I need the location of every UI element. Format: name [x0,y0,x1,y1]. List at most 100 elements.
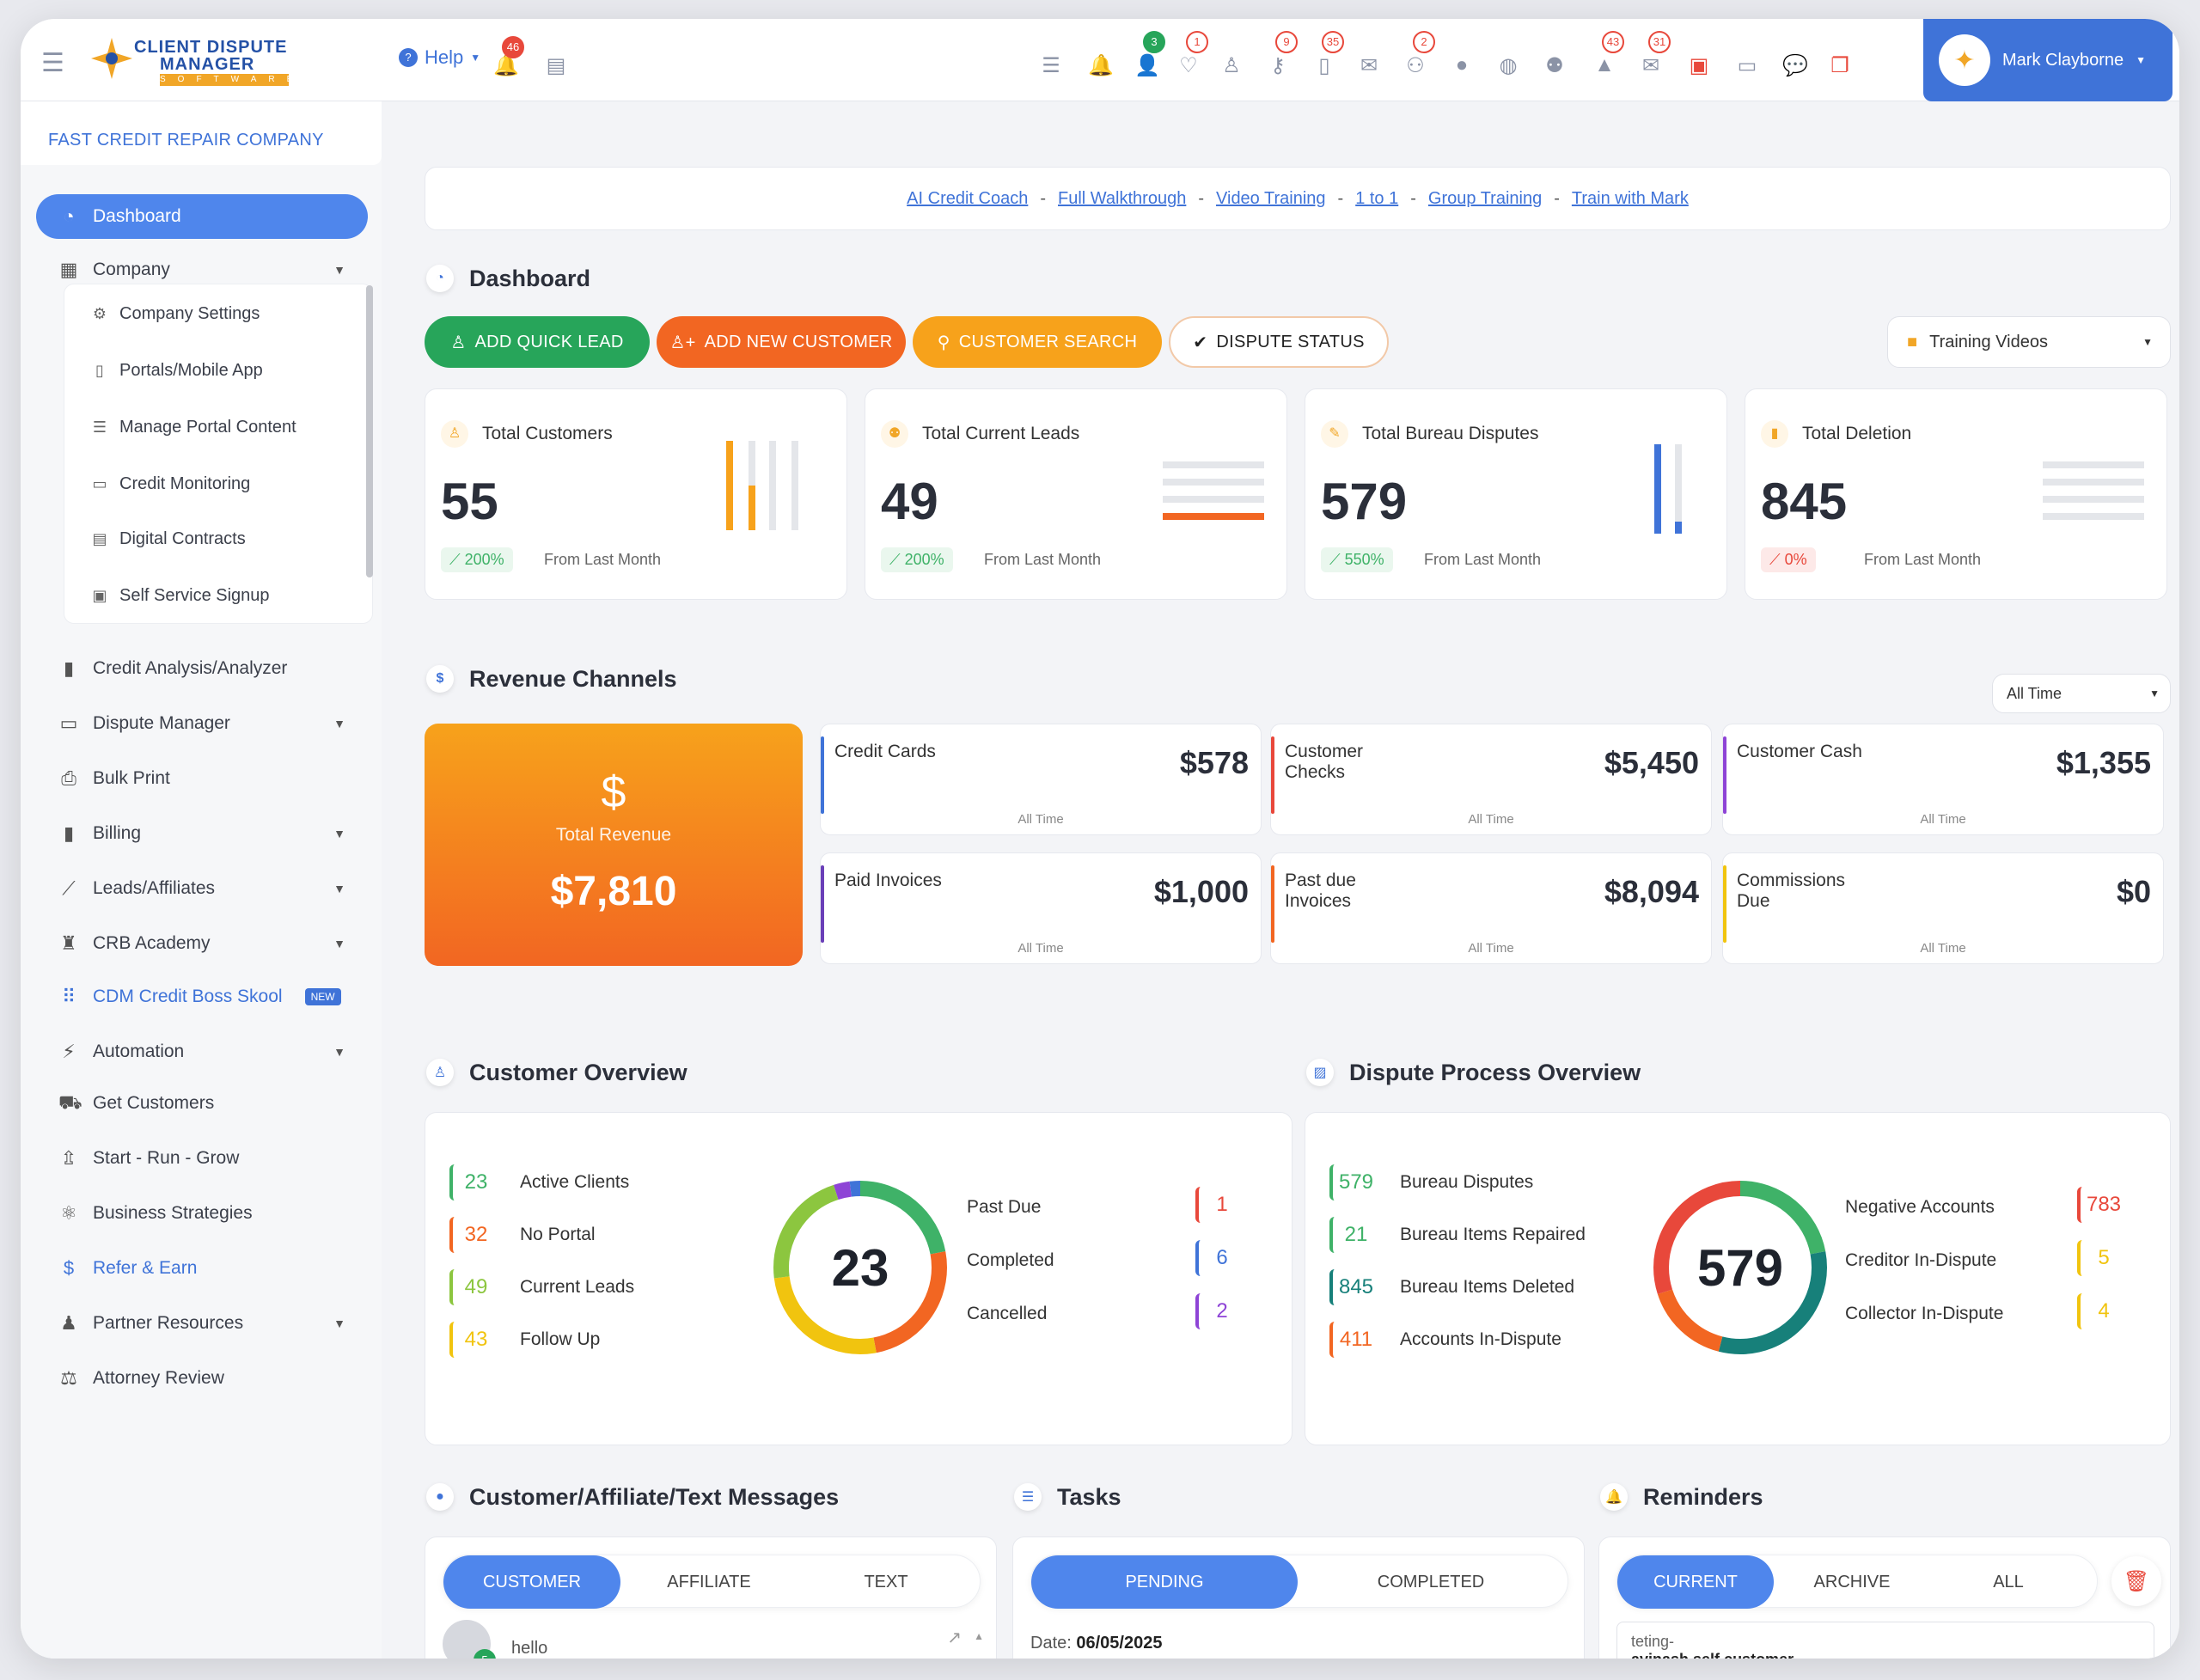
button-label: ADD QUICK LEAD [474,332,624,351]
revenue-card[interactable]: Credit Cards $578 All Time [820,724,1262,835]
revenue-card[interactable]: Customer Checks $5,450 All Time [1270,724,1712,835]
sidebar-item-dashboard[interactable]: ◔ Dashboard [36,194,368,239]
overview-label: No Portal [520,1225,596,1244]
sidebar-item-automation[interactable]: ⚡ Automation ▼ [36,1029,368,1074]
overview-right-count[interactable]: 6 [1195,1240,1245,1276]
mail-icon[interactable]: ✉ [1360,54,1378,77]
link-full-walkthrough[interactable]: Full Walkthrough [1058,188,1187,208]
sidebar-item-partner-resources[interactable]: ♟ Partner Resources ▼ [36,1301,368,1346]
revenue-period-select[interactable]: All Time ▼ [1992,674,2171,713]
revenue-card[interactable]: Commissions Due $0 All Time [1722,852,2164,964]
training-videos-select[interactable]: ■ Training Videos ▼ [1887,316,2171,368]
delete-button[interactable]: 🗑 [2111,1556,2161,1606]
document-icon[interactable]: ▯ [1318,54,1330,77]
sidebar-item-leads[interactable]: ⟋ Leads/Affiliates ▼ [36,866,368,911]
overview-right-count[interactable]: 5 [2077,1240,2127,1276]
tab-pending[interactable]: PENDING [1031,1555,1298,1609]
envelope-open-icon[interactable]: ✉ [1641,54,1660,77]
add-new-customer-button[interactable]: ♙+ ADD NEW CUSTOMER [657,316,906,368]
submenu-item-portal-content[interactable]: ☰ Manage Portal Content [90,410,296,444]
revenue-card-name: Past due Invoices [1285,871,1356,911]
group-icon[interactable]: ⚉ [1545,54,1564,77]
chat-icon[interactable]: 💬 [1782,54,1808,77]
person-icon[interactable]: ♙ [1222,54,1241,77]
message-preview[interactable]: hello [511,1639,548,1658]
overview-right-count[interactable]: 4 [2077,1293,2127,1329]
tab-current[interactable]: CURRENT [1617,1555,1774,1609]
scroll-up-icon[interactable]: ▲ [974,1630,984,1642]
user-menu[interactable]: ✦ Mark Clayborne ▼ [1923,19,2172,101]
submenu-item-company-settings[interactable]: ⚙ Company Settings [90,296,260,331]
org-chart-icon[interactable]: ⚇ [1406,54,1425,77]
sidebar-item-bulk-print[interactable]: ⎙ Bulk Print [36,756,368,801]
overview-row[interactable]: 49 Current Leads [449,1269,634,1305]
tab-archive[interactable]: ARCHIVE [1813,1572,1891,1591]
sidebar-item-start-run-grow[interactable]: ⇫ Start - Run - Grow [36,1136,368,1181]
copy-icon[interactable]: ❐ [1830,54,1849,77]
overview-right-count[interactable]: 1 [1195,1187,1245,1223]
revenue-card[interactable]: Paid Invoices $1,000 All Time [820,852,1262,964]
dollar-icon[interactable]: ● [1455,53,1469,76]
help-menu[interactable]: ? Help ▼ [399,46,480,69]
overview-row[interactable]: 21 Bureau Items Repaired [1329,1217,1586,1253]
link-ai-credit-coach[interactable]: AI Credit Coach [907,188,1029,208]
overview-row[interactable]: 23 Active Clients [449,1164,629,1200]
sidebar-item-company[interactable]: ▦ Company ▼ [36,247,368,292]
app-logo[interactable]: CLIENT DISPUTE MANAGER SOFTWARE [82,31,315,91]
link-group-training[interactable]: Group Training [1427,188,1543,208]
key-icon[interactable]: ⚷ [1270,54,1286,77]
stat-card-total-deletion[interactable]: ▮ Total Deletion 845 ⟋ 0% From Last Mont… [1745,388,2167,600]
users-icon[interactable]: 👤 [1134,54,1160,77]
alert-icon[interactable]: ▲ [1594,53,1615,76]
sidebar-item-boss-skool[interactable]: ⠿ CDM Credit Boss Skool NEW [36,974,368,1019]
customer-search-button[interactable]: ⚲ CUSTOMER SEARCH [913,316,1162,368]
link-one-to-one[interactable]: 1 to 1 [1355,188,1399,208]
overview-right-count[interactable]: 783 [2077,1187,2127,1223]
submenu-item-digital-contracts[interactable]: ▤ Digital Contracts [90,522,245,556]
stat-card-total-customers[interactable]: ♙ Total Customers 55 ⟋ 200% From Last Mo… [425,388,847,600]
sidebar-item-attorney-review[interactable]: ⚖ Attorney Review [36,1356,368,1401]
sidebar-item-refer-earn[interactable]: $ Refer & Earn [36,1246,368,1291]
sidebar-item-credit-analysis[interactable]: ▮ Credit Analysis/Analyzer [36,646,368,691]
inbox-icon[interactable]: ▭ [1737,54,1757,77]
camera-icon[interactable]: ▣ [1689,54,1709,77]
dispute-status-button[interactable]: ✔ DISPUTE STATUS [1169,316,1389,368]
link-train-with-mark[interactable]: Train with Mark [1571,188,1689,208]
tab-affiliate[interactable]: AFFILIATE [667,1572,751,1591]
tab-completed[interactable]: COMPLETED [1377,1572,1485,1591]
bell-icon[interactable]: 🔔 [1088,54,1114,77]
revenue-card[interactable]: Customer Cash $1,355 All Time [1722,724,2164,835]
reply-icon[interactable]: ↗ [947,1628,962,1647]
submenu-item-self-service[interactable]: ▣ Self Service Signup [90,578,269,613]
submenu-scrollbar[interactable] [366,285,373,577]
card-icon[interactable]: ▤ [546,54,566,77]
overview-right-count[interactable]: 2 [1195,1293,1245,1329]
tab-all[interactable]: ALL [1993,1572,2024,1591]
heart-icon[interactable]: ♡ [1179,54,1198,77]
submenu-item-portals[interactable]: ▯ Portals/Mobile App [90,353,263,388]
sidebar-item-billing[interactable]: ▮ Billing ▼ [36,811,368,856]
total-revenue-card[interactable]: $ Total Revenue $7,810 [425,724,803,966]
sidebar-item-business-strategies[interactable]: ⚛ Business Strategies [36,1191,368,1236]
sidebar-item-dispute-manager[interactable]: ▭ Dispute Manager ▼ [36,701,368,746]
reminder-item[interactable]: teting- avinash self customer [1616,1622,2154,1659]
add-quick-lead-button[interactable]: ♙ ADD QUICK LEAD [425,316,650,368]
tab-customer[interactable]: CUSTOMER [443,1555,620,1609]
overview-row[interactable]: 32 No Portal [449,1217,596,1253]
sidebar-item-crb-academy[interactable]: ♜ CRB Academy ▼ [36,921,368,966]
tab-text[interactable]: TEXT [864,1572,908,1591]
overview-row[interactable]: 43 Follow Up [449,1322,600,1358]
revenue-card[interactable]: Past due Invoices $8,094 All Time [1270,852,1712,964]
stat-card-bureau-disputes[interactable]: ✎ Total Bureau Disputes 579 ⟋ 550% From … [1305,388,1727,600]
checklist-icon[interactable]: ☰ [1042,54,1060,77]
overview-row[interactable]: 845 Bureau Items Deleted [1329,1269,1574,1305]
video-icon: ■ [1907,332,1918,351]
overview-row[interactable]: 411 Accounts In-Dispute [1329,1322,1561,1358]
globe-icon[interactable]: ◍ [1499,54,1518,77]
overview-row[interactable]: 579 Bureau Disputes [1329,1164,1533,1200]
sidebar-item-get-customers[interactable]: ⛟ Get Customers [36,1081,368,1126]
submenu-item-credit-monitoring[interactable]: ▭ Credit Monitoring [90,467,250,501]
menu-icon[interactable]: ☰ [41,49,64,77]
link-video-training[interactable]: Video Training [1216,188,1326,208]
stat-card-total-leads[interactable]: ⚉ Total Current Leads 49 ⟋ 200% From Las… [865,388,1287,600]
